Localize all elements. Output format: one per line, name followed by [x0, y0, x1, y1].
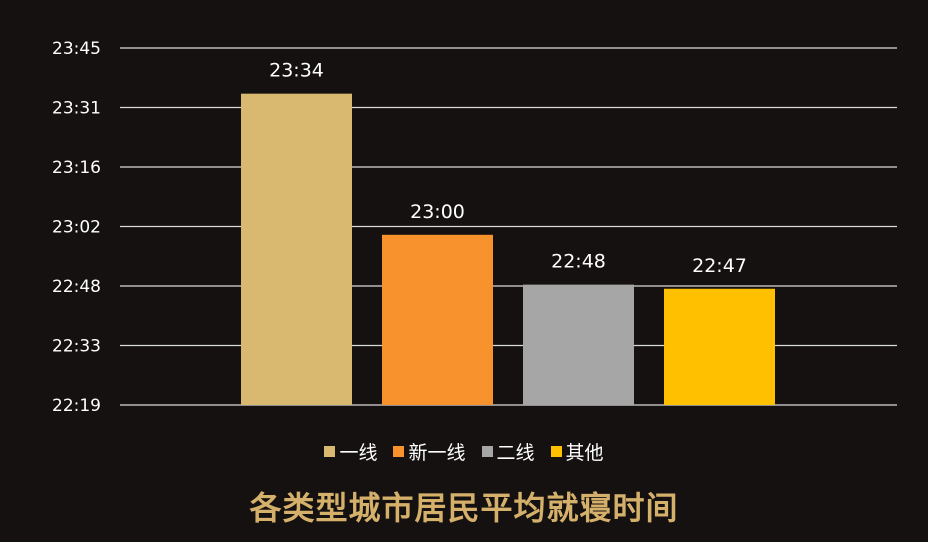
bar: [664, 288, 775, 405]
legend-label-other: 其他: [565, 442, 604, 464]
bar-value-label: 23:00: [410, 201, 465, 223]
legend-label-tier2: 二线: [496, 442, 535, 464]
data-labels: 23:34 23:00 22:48 22:47: [269, 60, 747, 277]
legend: 一线 新一线 二线 其他: [0, 438, 928, 465]
legend-swatch-tier1: [324, 446, 336, 457]
legend-swatch-other: [550, 446, 562, 457]
bar: [241, 93, 352, 406]
y-axis-ticks: 23:45 23:31 23:16 23:02 22:48 22:33 22:19: [52, 39, 101, 416]
y-tick-label: 22:48: [52, 277, 101, 297]
bar-value-label: 23:34: [269, 60, 324, 82]
bar: [523, 284, 634, 405]
y-tick-label: 23:45: [52, 39, 101, 59]
legend-item-other: 其他: [550, 438, 604, 465]
y-tick-label: 23:16: [52, 158, 101, 178]
bars: [241, 93, 775, 406]
legend-item-new-tier1: 新一线: [393, 438, 466, 465]
bar-value-label: 22:47: [692, 255, 747, 277]
bar: [382, 234, 493, 405]
legend-swatch-tier2: [481, 446, 493, 457]
legend-swatch-new-tier1: [393, 446, 405, 457]
bar-value-label: 22:48: [551, 251, 606, 273]
legend-label-new-tier1: 新一线: [408, 442, 466, 464]
gridlines: [120, 47, 897, 406]
y-tick-label: 23:31: [52, 99, 101, 119]
legend-item-tier1: 一线: [324, 438, 377, 465]
y-tick-label: 22:19: [52, 396, 101, 416]
y-tick-label: 22:33: [52, 337, 101, 357]
legend-label-tier1: 一线: [339, 442, 378, 464]
y-tick-label: 23:02: [52, 218, 101, 238]
legend-item-tier2: 二线: [481, 438, 535, 465]
chart-title: 各类型城市居民平均就寝时间: [249, 489, 679, 527]
